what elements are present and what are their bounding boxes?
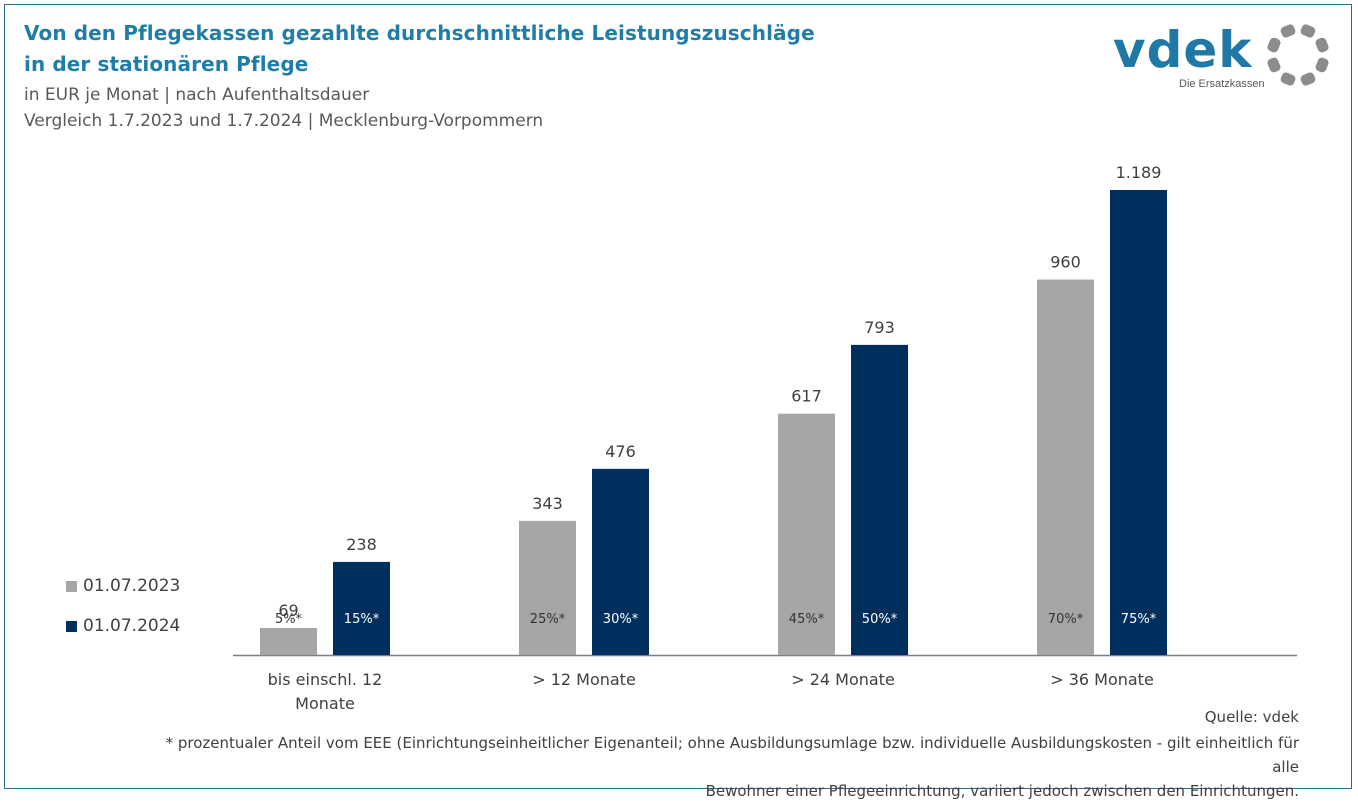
logo-ring-segment xyxy=(1300,24,1316,38)
share-label: 70%* xyxy=(1048,612,1084,627)
share-label: 75%* xyxy=(1121,612,1157,627)
logo-wordmark: vdek xyxy=(1113,21,1253,79)
title-line-2: in der stationären Pflege xyxy=(24,52,309,76)
data-label: 617 xyxy=(791,387,822,406)
logo-ring-segment xyxy=(1280,72,1296,86)
logo-ring-segment xyxy=(1267,57,1281,73)
legend-label-2023: 01.07.2023 xyxy=(83,576,181,596)
legend-item-2024: 01.07.2024 xyxy=(66,615,180,637)
x-tick-label: bis einschl. 12 xyxy=(268,670,383,689)
source-note: Quelle: vdek xyxy=(1204,708,1299,726)
logo-ring-segment xyxy=(1280,24,1296,38)
title-line-1: Von den Pflegekassen gezahlte durchschni… xyxy=(24,21,815,45)
subtitle-line-1: in EUR je Monat | nach Aufenthaltsdauer xyxy=(24,85,370,105)
bar-2024-1 xyxy=(592,468,649,655)
legend: 01.07.2023 01.07.2024 xyxy=(66,575,180,655)
bar-2024-0 xyxy=(333,561,390,655)
subtitle-line-2: Vergleich 1.7.2023 und 1.7.2024 | Meckle… xyxy=(24,111,544,131)
bar-2024-3 xyxy=(1110,190,1167,655)
data-label: 476 xyxy=(605,442,636,461)
share-label: 5%* xyxy=(275,612,303,627)
data-label: 343 xyxy=(532,494,563,513)
legend-item-2023: 01.07.2023 xyxy=(66,575,180,597)
legend-label-2024: 01.07.2024 xyxy=(83,616,181,636)
logo-ring-segment xyxy=(1300,72,1316,86)
share-label: 25%* xyxy=(530,612,566,627)
logo-ring-segment xyxy=(1315,57,1329,73)
data-label: 793 xyxy=(864,318,895,337)
vdek-logo: vdek Die Ersatzkassen xyxy=(1113,18,1338,98)
share-label: 15%* xyxy=(344,612,380,627)
x-tick-label: > 12 Monate xyxy=(532,670,636,689)
share-label: 45%* xyxy=(789,612,825,627)
footnote-line-2: Bewohner einer Pflegeeinrichtung, variie… xyxy=(705,782,1299,800)
bar-2023-0 xyxy=(260,628,317,655)
share-label: 30%* xyxy=(603,612,639,627)
data-label: 238 xyxy=(346,535,377,554)
logo-ring-icon xyxy=(1267,24,1329,86)
footnote: * prozentualer Anteil vom EEE (Einrichtu… xyxy=(140,731,1299,803)
bar-2023-1 xyxy=(519,520,576,655)
chart-title: Von den Pflegekassen gezahlte durchschni… xyxy=(24,18,815,80)
data-label: 960 xyxy=(1050,253,1081,272)
bar-2023-2 xyxy=(778,413,835,655)
logo-tagline: Die Ersatzkassen xyxy=(1179,78,1265,90)
logo-ring-segment xyxy=(1315,37,1329,53)
bar-2024-2 xyxy=(851,344,908,655)
x-tick-label: > 24 Monate xyxy=(791,670,895,689)
bar-2023-3 xyxy=(1037,279,1094,655)
x-tick-label: Monate xyxy=(295,694,355,713)
data-label: 1.189 xyxy=(1116,163,1162,182)
footnote-line-1: * prozentualer Anteil vom EEE (Einrichtu… xyxy=(165,734,1299,776)
x-tick-label: > 36 Monate xyxy=(1050,670,1154,689)
data-label: 69 xyxy=(278,601,298,620)
legend-swatch-2023 xyxy=(66,580,77,592)
share-label: 50%* xyxy=(862,612,898,627)
logo-ring-segment xyxy=(1267,37,1281,53)
legend-swatch-2024 xyxy=(66,620,77,632)
